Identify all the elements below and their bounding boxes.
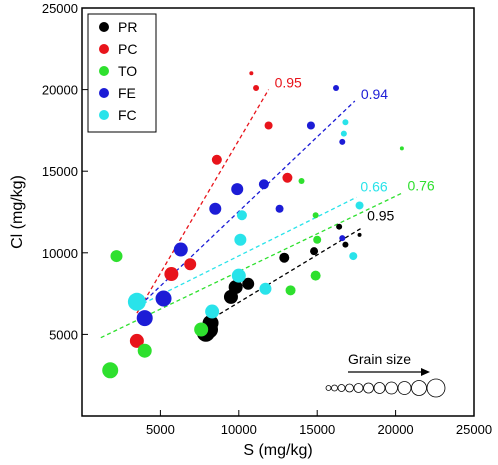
- grain-size-circle: [353, 383, 364, 393]
- data-point-pc: [253, 84, 260, 91]
- data-point-fc: [127, 292, 146, 311]
- data-point-to: [194, 322, 209, 337]
- data-point-fc: [205, 304, 220, 319]
- data-point-to: [312, 212, 319, 219]
- data-point-pc: [282, 172, 293, 183]
- grain-size-circle: [325, 385, 332, 391]
- grain-size-circle: [345, 383, 354, 393]
- data-point-fc: [259, 282, 272, 295]
- legend: PR PC TO FE FC: [87, 13, 157, 133]
- grain-size-circles: [325, 378, 446, 398]
- legend-label-pr: PR: [118, 19, 137, 35]
- legend-marker-pc: [99, 44, 109, 54]
- data-point-pc: [129, 333, 144, 348]
- fit-label-pc: 0.95: [275, 75, 302, 91]
- data-point-fc: [342, 119, 349, 126]
- data-point-to: [102, 362, 119, 379]
- data-point-fe: [333, 84, 340, 91]
- data-point-to: [137, 343, 152, 358]
- y-tick-label: 15000: [42, 164, 78, 179]
- legend-box: [87, 13, 157, 133]
- data-point-to: [313, 235, 322, 244]
- data-point-pr: [228, 280, 243, 295]
- data-point-pr: [342, 241, 349, 248]
- grain-size-arrowhead: [421, 368, 430, 376]
- grain-size-circle: [426, 378, 446, 398]
- x-tick-label: 15000: [299, 422, 335, 437]
- data-points: [102, 71, 404, 379]
- data-point-fc: [234, 233, 247, 246]
- data-point-fc: [355, 201, 364, 210]
- grain-size-label: Grain size: [348, 351, 411, 367]
- grain-size-circle: [385, 381, 398, 395]
- data-point-fe: [173, 242, 188, 257]
- legend-marker-pr: [99, 22, 109, 32]
- x-tick-label: 10000: [221, 422, 257, 437]
- data-point-to: [298, 177, 305, 184]
- fit-lines: 0.95 0.95 0.76 0.94 0.66: [100, 75, 435, 339]
- grain-size-circle: [373, 382, 386, 394]
- data-point-fe: [339, 138, 346, 145]
- fit-line-pr: [207, 227, 362, 322]
- legend-marker-fc: [99, 110, 109, 120]
- x-tick-label: 5000: [146, 422, 175, 437]
- data-point-pc: [164, 267, 179, 282]
- legend-label-fe: FE: [118, 85, 136, 101]
- data-point-fe: [339, 235, 346, 242]
- grain-size-circle: [331, 384, 338, 392]
- data-point-fe: [155, 290, 172, 307]
- data-point-to: [110, 250, 123, 263]
- data-point-fe: [306, 121, 315, 130]
- legend-marker-fe: [99, 88, 109, 98]
- data-point-fe: [231, 183, 244, 196]
- legend-label-to: TO: [118, 63, 137, 79]
- x-tick-label: 20000: [378, 422, 414, 437]
- grain-size-circle: [411, 380, 427, 396]
- data-point-to: [399, 146, 404, 151]
- fit-label-fe: 0.94: [361, 86, 388, 102]
- data-point-fe: [258, 179, 269, 190]
- legend-label-pc: PC: [118, 41, 137, 57]
- y-tick-label: 25000: [42, 1, 78, 16]
- plot-frame: [81, 7, 475, 417]
- data-point-fe: [209, 202, 222, 215]
- data-point-pc: [184, 258, 197, 271]
- grain-size-annotation: Grain size: [325, 351, 446, 398]
- axis-ticks: 5000 10000 15000 20000 25000 5000 10000 15000 20…: [42, 1, 492, 437]
- grain-size-circle: [337, 384, 346, 392]
- y-tick-label: 5000: [49, 327, 78, 342]
- legend-label-fc: FC: [118, 107, 137, 123]
- data-point-fe: [275, 204, 284, 213]
- y-axis-title: Cl (mg/kg): [9, 175, 26, 249]
- x-tick-label: 25000: [456, 422, 492, 437]
- data-point-fe: [136, 310, 153, 327]
- data-point-to: [285, 285, 296, 296]
- fit-line-pc: [136, 89, 270, 314]
- data-point-pr: [279, 252, 290, 263]
- x-axis-title: S (mg/kg): [243, 442, 312, 459]
- data-point-fc: [231, 268, 246, 283]
- data-point-to: [310, 270, 321, 281]
- data-point-fc: [349, 252, 358, 261]
- fit-line-fc: [136, 196, 357, 308]
- y-tick-label: 20000: [42, 83, 78, 98]
- y-tick-label: 10000: [42, 246, 78, 261]
- grain-size-circle: [363, 382, 374, 394]
- fit-label-pr: 0.95: [367, 207, 394, 223]
- legend-marker-to: [99, 66, 109, 76]
- data-point-pc: [264, 121, 273, 130]
- data-point-pr: [242, 277, 255, 290]
- data-point-fc: [236, 210, 247, 221]
- data-point-fc: [340, 130, 347, 137]
- data-point-pr: [336, 223, 343, 230]
- data-point-pc: [211, 154, 222, 165]
- data-point-pc: [249, 71, 254, 76]
- data-point-pr: [310, 247, 319, 256]
- fit-label-fc: 0.66: [360, 178, 387, 194]
- grain-size-circle: [397, 381, 412, 395]
- fit-label-to: 0.76: [407, 177, 434, 193]
- data-point-pr: [357, 232, 362, 237]
